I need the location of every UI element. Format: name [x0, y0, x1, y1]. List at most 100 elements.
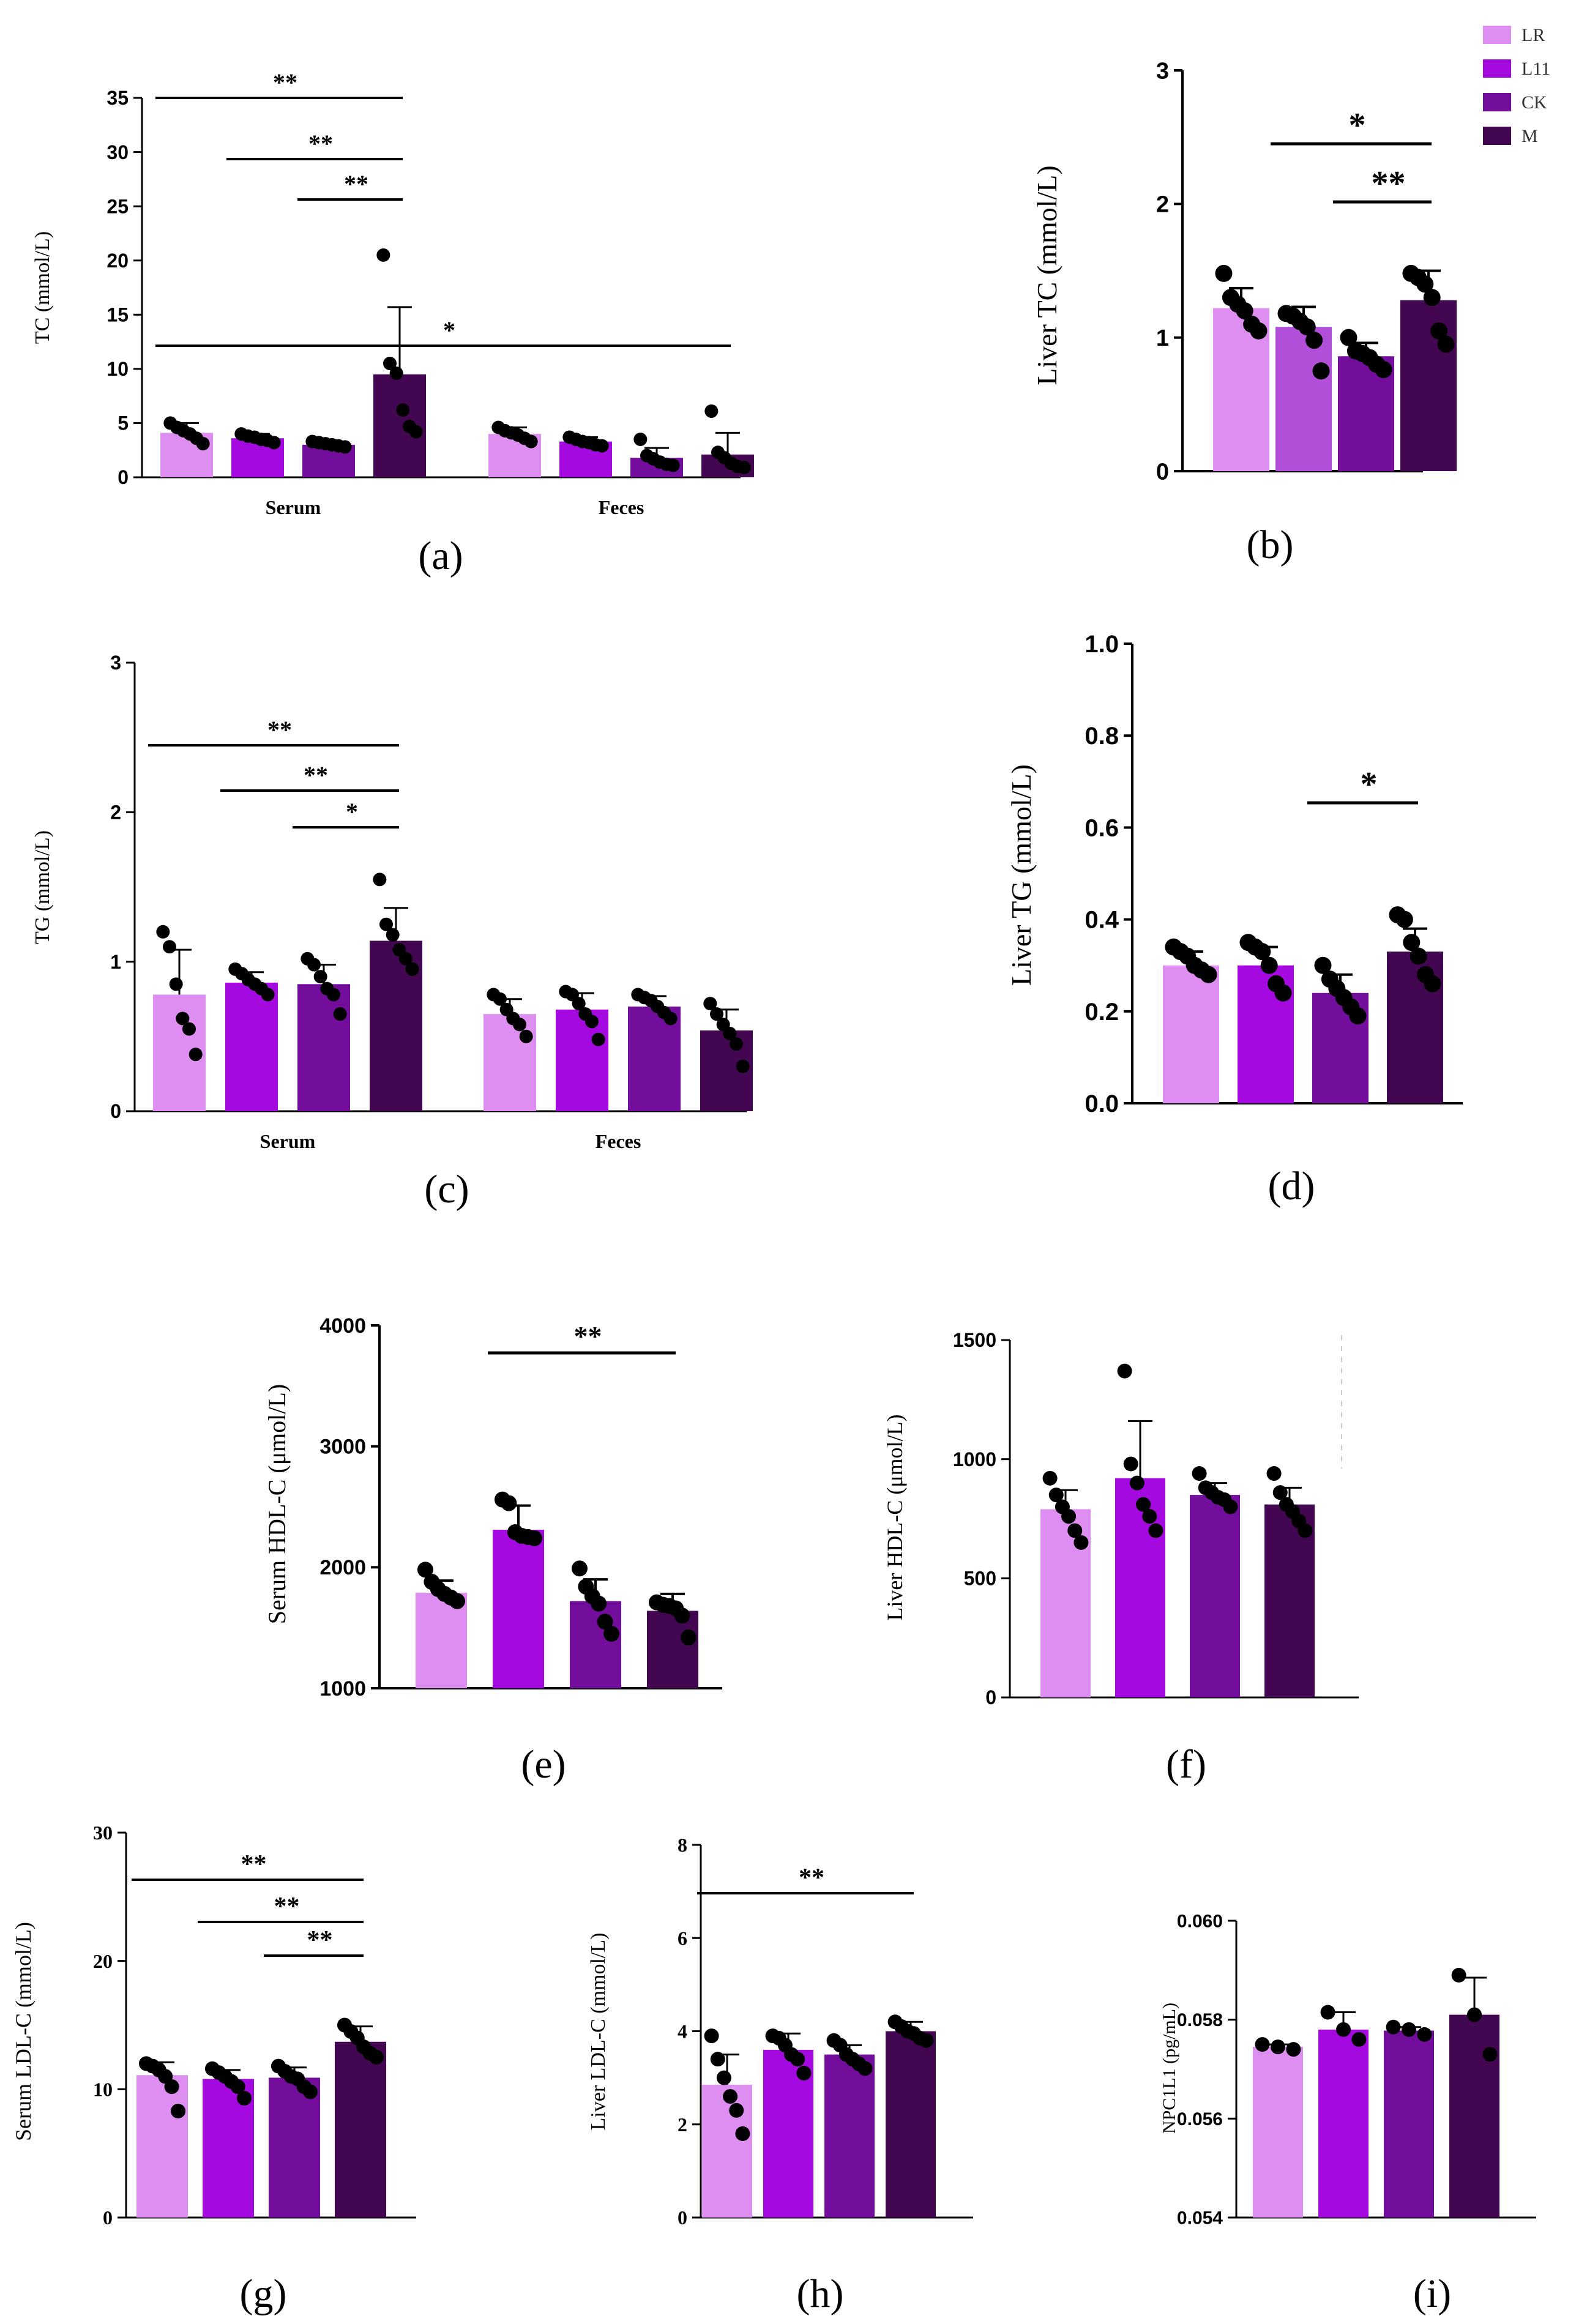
y-tick-label: 0.056 — [1177, 2109, 1223, 2129]
data-point — [1142, 1509, 1157, 1524]
data-point — [1067, 1523, 1083, 1538]
data-point — [526, 1530, 543, 1546]
significance-label: ** — [273, 69, 297, 96]
y-axis-label: TC (mmol/L) — [31, 231, 54, 344]
data-point — [729, 1037, 743, 1051]
y-tick-label: 5 — [118, 412, 129, 434]
data-point — [493, 992, 507, 1006]
y-axis-label: Liver TC (mmol/L) — [1031, 165, 1062, 385]
data-point — [182, 1022, 196, 1036]
data-point — [663, 1011, 678, 1026]
data-point — [396, 403, 410, 417]
data-point — [376, 248, 390, 262]
y-tick-label: 3000 — [319, 1436, 366, 1459]
data-point — [189, 1048, 203, 1062]
y-tick-label: 0 — [678, 2207, 687, 2229]
data-point — [237, 2091, 252, 2106]
y-tick-label: 8 — [678, 1834, 687, 1856]
data-point — [1298, 1523, 1313, 1538]
data-point — [1305, 332, 1323, 349]
bar-LR — [484, 1014, 536, 1111]
data-point — [736, 1059, 750, 1073]
data-point — [729, 2102, 744, 2118]
bar-M — [1400, 300, 1457, 471]
data-point — [571, 1560, 588, 1577]
data-point — [333, 1007, 347, 1021]
bar-L11 — [225, 982, 278, 1111]
data-point — [338, 440, 352, 454]
bar-M — [886, 2031, 936, 2218]
bar-CK — [297, 984, 350, 1111]
data-point — [512, 1018, 526, 1032]
data-point — [379, 917, 394, 931]
bar-CK — [1190, 1495, 1240, 1697]
data-point — [405, 962, 419, 976]
chart-i: 0.054 0.056 0.058 0.060 NPC1L1 (pg/mL) (i) — [1159, 1912, 1536, 2316]
y-tick-label: 0.2 — [1085, 999, 1119, 1026]
y-axis-label: Liver TG (mmol/L) — [1006, 764, 1037, 986]
data-point — [501, 1495, 517, 1511]
y-tick-label: 2000 — [319, 1556, 366, 1579]
y-tick-label: 0 — [118, 466, 129, 488]
data-point — [603, 1626, 620, 1642]
y-tick-label: 35 — [106, 87, 129, 109]
data-point — [156, 925, 170, 939]
data-point — [383, 357, 397, 370]
y-tick-label: 0.058 — [1177, 2010, 1223, 2030]
data-point — [1266, 1466, 1282, 1481]
bar-LR — [136, 2075, 188, 2218]
data-point — [1423, 289, 1441, 307]
panel-label: (g) — [240, 2271, 287, 2316]
data-point — [1482, 2047, 1498, 2062]
legend-swatch-LR — [1483, 26, 1511, 44]
y-tick-label: 0.060 — [1177, 1912, 1223, 1932]
y-tick-label: 1.0 — [1085, 631, 1119, 658]
bar-L11 — [556, 1009, 608, 1111]
significance-label: * — [1349, 106, 1366, 144]
data-point — [524, 434, 538, 449]
data-point — [1402, 2022, 1416, 2037]
y-tick-label: 1 — [1156, 326, 1169, 351]
data-point — [1048, 1488, 1064, 1503]
panel-label: (e) — [521, 1742, 566, 1787]
panel-label: (h) — [797, 2271, 844, 2316]
y-tick-label: 30 — [106, 141, 129, 163]
data-point — [164, 2079, 179, 2095]
y-tick-label: 25 — [106, 195, 129, 217]
data-point — [267, 436, 281, 450]
y-axis-label: Liver LDL-C (mmol/L) — [587, 1933, 610, 2131]
panel-label: (d) — [1268, 1164, 1315, 1209]
y-tick-label: 0 — [985, 1686, 996, 1708]
y-tick-label: 15 — [106, 304, 129, 326]
bar-M — [1387, 952, 1443, 1103]
legend-swatch-CK — [1483, 93, 1511, 111]
bar-M — [1449, 2014, 1499, 2218]
data-point — [919, 2033, 934, 2048]
data-point — [1403, 934, 1421, 952]
data-point — [710, 1007, 724, 1021]
data-point — [1424, 975, 1441, 993]
y-axis-label: Serum HDL-C (μmol/L) — [263, 1384, 291, 1625]
y-tick-label: 0.0 — [1085, 1090, 1119, 1117]
bar-LR — [1253, 2047, 1303, 2218]
legend-label-L11: L11 — [1522, 59, 1550, 79]
bar-CK — [824, 2054, 875, 2218]
data-point — [735, 2126, 750, 2141]
data-point — [1395, 911, 1413, 928]
bar-CK — [1384, 2030, 1434, 2218]
data-point — [169, 977, 183, 991]
x-category-label: Feces — [596, 1130, 641, 1152]
data-point — [196, 437, 210, 451]
data-point — [1320, 2005, 1335, 2020]
legend-label-M: M — [1522, 126, 1538, 146]
y-tick-label: 1000 — [953, 1448, 996, 1470]
data-point — [716, 2070, 731, 2085]
y-tick-label: 1 — [110, 951, 121, 973]
data-point — [1074, 1535, 1089, 1550]
data-point — [1298, 318, 1316, 336]
data-point — [723, 2089, 738, 2104]
